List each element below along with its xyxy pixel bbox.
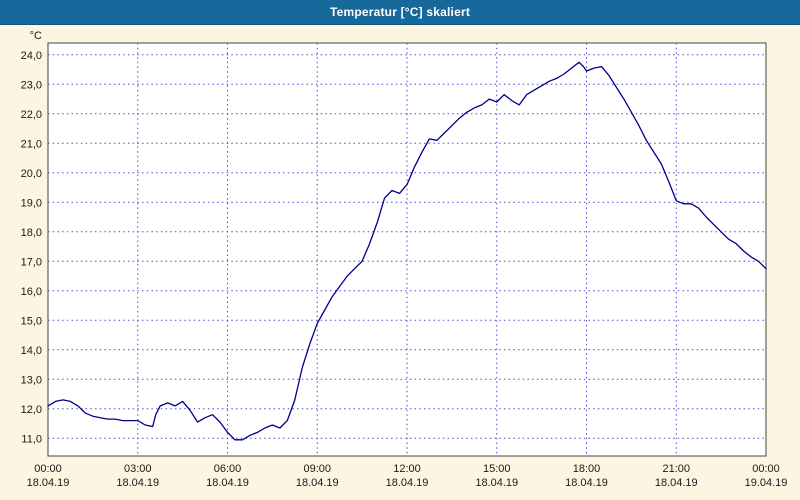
window-titlebar[interactable]: Temperatur [°C] skaliert — [0, 0, 800, 25]
svg-text:15:00: 15:00 — [483, 463, 511, 475]
svg-text:16,0: 16,0 — [21, 286, 42, 298]
svg-text:22,0: 22,0 — [21, 109, 42, 121]
svg-text:18.04.19: 18.04.19 — [116, 477, 159, 489]
svg-text:18.04.19: 18.04.19 — [655, 477, 698, 489]
svg-text:23,0: 23,0 — [21, 79, 42, 91]
svg-text:18:00: 18:00 — [573, 463, 601, 475]
svg-text:18.04.19: 18.04.19 — [27, 477, 70, 489]
svg-text:18.04.19: 18.04.19 — [475, 477, 518, 489]
svg-text:15,0: 15,0 — [21, 315, 42, 327]
svg-text:00:00: 00:00 — [34, 463, 62, 475]
svg-text:00:00: 00:00 — [752, 463, 780, 475]
svg-text:03:00: 03:00 — [124, 463, 152, 475]
svg-text:12:00: 12:00 — [393, 463, 421, 475]
svg-text:18.04.19: 18.04.19 — [565, 477, 608, 489]
svg-text:20,0: 20,0 — [21, 168, 42, 180]
svg-text:24,0: 24,0 — [21, 50, 42, 62]
window-title: Temperatur [°C] skaliert — [329, 5, 471, 19]
svg-text:°C: °C — [30, 30, 42, 42]
svg-text:11,0: 11,0 — [21, 433, 42, 445]
svg-text:13,0: 13,0 — [21, 374, 42, 386]
svg-text:18.04.19: 18.04.19 — [206, 477, 249, 489]
svg-text:21:00: 21:00 — [662, 463, 690, 475]
svg-text:19,0: 19,0 — [21, 197, 42, 209]
svg-text:09:00: 09:00 — [303, 463, 331, 475]
svg-text:21,0: 21,0 — [21, 138, 42, 150]
svg-text:17,0: 17,0 — [21, 256, 42, 268]
temperature-chart: 24,0 23,0 22,0 21,0 20,0 19,0 18,0 17,0 16,0 15,0… — [21, 30, 788, 489]
svg-text:14,0: 14,0 — [21, 345, 42, 357]
chart-area: 24,0 23,0 22,0 21,0 20,0 19,0 18,0 17,0 16,0 15,0… — [0, 24, 800, 500]
svg-text:18.04.19: 18.04.19 — [296, 477, 339, 489]
svg-text:18.04.19: 18.04.19 — [386, 477, 429, 489]
svg-text:12,0: 12,0 — [21, 404, 42, 416]
svg-text:19.04.19: 19.04.19 — [745, 477, 788, 489]
svg-text:18,0: 18,0 — [21, 227, 42, 239]
svg-text:06:00: 06:00 — [214, 463, 242, 475]
